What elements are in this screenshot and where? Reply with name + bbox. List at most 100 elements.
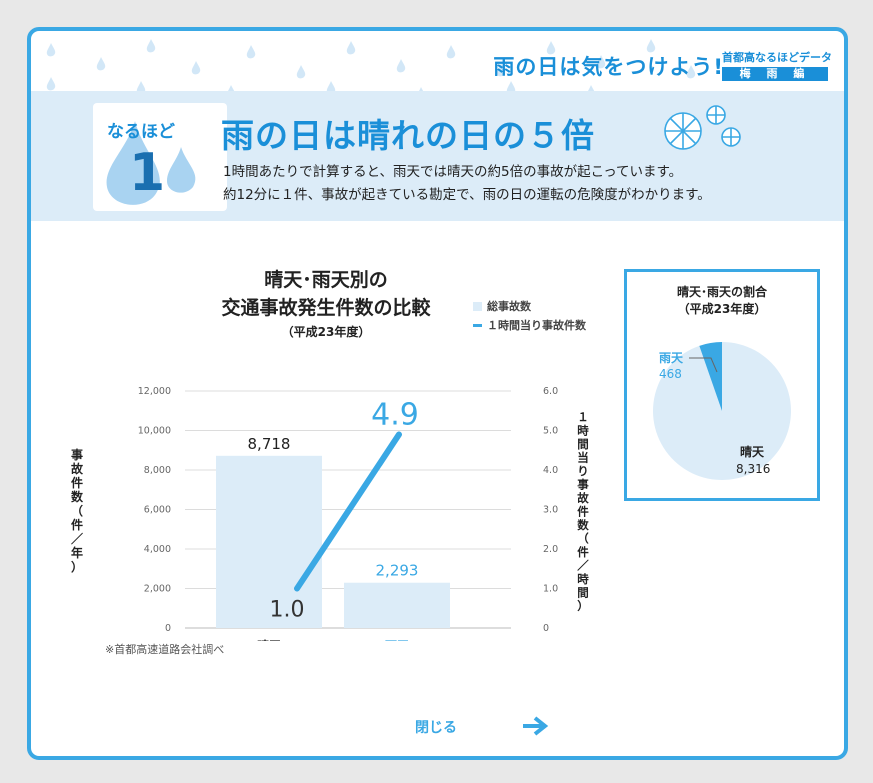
raindrop-icon xyxy=(446,45,456,59)
svg-text:数: 数 xyxy=(71,489,84,504)
legend-item-line: １時間当り事故件数 xyxy=(473,316,586,335)
y-tick-label: 4,000 xyxy=(144,544,171,555)
y-tick-label: 0 xyxy=(165,623,171,634)
series-line xyxy=(294,431,402,592)
svg-text:事: 事 xyxy=(71,447,83,462)
raindrop-icon xyxy=(191,61,201,75)
pie-slice xyxy=(699,342,722,411)
svg-text:時: 時 xyxy=(577,424,589,438)
series-name: 首都高なるほどデータ xyxy=(722,51,832,64)
pie-label: 晴天 xyxy=(740,444,765,459)
badge-label: なるほど xyxy=(107,122,175,142)
svg-text:故: 故 xyxy=(71,461,84,476)
description-line: 1時間あたりで計算すると、雨天では晴天の約5倍の事故が起こっています。 xyxy=(223,164,683,180)
y-tick-label: 12,000 xyxy=(138,386,171,397)
x-category-label: 晴天 xyxy=(257,638,282,641)
raindrop-icon xyxy=(686,65,696,79)
raindrop-icon xyxy=(496,63,506,77)
y-axis-label: 事故件数（件／年） xyxy=(71,447,84,574)
svg-text:故: 故 xyxy=(577,491,589,505)
pie-chart-panel: 晴天･雨天の割合 （平成23年度） 晴天 8,316 雨天 468 xyxy=(624,269,820,501)
chart-legend: 総事故数 １時間当り事故件数 xyxy=(473,297,586,335)
series-subtitle: 梅 雨 編 xyxy=(722,67,828,81)
legend-swatch-line xyxy=(473,324,482,327)
pie-value-label: 8,316 xyxy=(736,462,770,476)
raindrop-icon xyxy=(596,55,606,69)
bar-value-label: 8,718 xyxy=(248,435,291,453)
svg-text:年: 年 xyxy=(71,545,83,560)
pie-chart: 晴天 8,316 雨天 468 xyxy=(653,342,791,480)
chart-title-line: 交通事故発生件数の比較 xyxy=(221,297,431,319)
raindrop-icon xyxy=(146,39,156,53)
raindrop-icon xyxy=(46,43,56,57)
chart-title: 晴天･雨天別の 交通事故発生件数の比較 xyxy=(191,266,461,322)
svg-text:（: （ xyxy=(577,532,589,546)
bar-line-chart: 0 2,000 4,000 6,000 8,000 10,000 12,000 0 1.0 2.0… xyxy=(71,386,589,641)
arrow-right-icon[interactable] xyxy=(521,715,551,737)
svg-text:り: り xyxy=(577,464,589,478)
description-line: 約12分に１件、事故が起きている勘定で、雨の日の運転の危険度がわかります。 xyxy=(223,187,711,203)
page-header-title: 雨の日は気をつけよう! xyxy=(493,55,724,79)
close-button[interactable]: 閉じる xyxy=(415,720,457,736)
svg-text:数: 数 xyxy=(577,518,589,532)
svg-text:当: 当 xyxy=(577,451,589,465)
chart-title-line: 晴天･雨天別の xyxy=(264,269,388,291)
raindrop-icon xyxy=(96,57,106,71)
y2-tick-label: 6.0 xyxy=(543,386,558,397)
raindrop-icon xyxy=(296,65,306,79)
y2-tick-label: 2.0 xyxy=(543,544,558,555)
pie-title: 晴天･雨天の割合 （平成23年度） xyxy=(627,284,817,318)
svg-text:件: 件 xyxy=(71,517,83,532)
raindrop-icon xyxy=(46,77,56,91)
description: 1時間あたりで計算すると、雨天では晴天の約5倍の事故が起こっています。 約12分… xyxy=(223,161,711,207)
series-box: 首都高なるほどデータ 梅 雨 編 xyxy=(722,49,832,81)
y2-tick-label: 5.0 xyxy=(543,426,558,437)
legend-label: 総事故数 xyxy=(487,300,531,313)
y-tick-label: 10,000 xyxy=(138,426,171,437)
svg-text:）: ） xyxy=(577,599,589,613)
y-tick-label: 6,000 xyxy=(144,505,171,516)
bar xyxy=(344,582,450,628)
popup-frame: 雨の日は気をつけよう! 首都高なるほどデータ 梅 雨 編 なるほど 1 雨の日は… xyxy=(27,27,848,760)
svg-text:間: 間 xyxy=(577,437,589,451)
svg-text:／: ／ xyxy=(577,559,589,573)
badge-number: 1 xyxy=(129,143,166,203)
pie-title-line: 晴天･雨天の割合 xyxy=(676,285,767,299)
pie-leader-line xyxy=(689,357,718,373)
svg-text:）: ） xyxy=(71,559,83,574)
raindrop-icon xyxy=(106,121,196,205)
svg-text:件: 件 xyxy=(71,475,83,490)
raindrop-icon xyxy=(546,41,556,55)
bar xyxy=(216,455,322,628)
y2-tick-label: 0 xyxy=(543,623,549,634)
source-note: ※首都高速道路会社調べ xyxy=(105,643,225,656)
svg-text:間: 間 xyxy=(577,586,589,600)
y2-tick-label: 1.0 xyxy=(543,584,558,595)
y2-tick-label: 3.0 xyxy=(543,505,558,516)
pie-value-label: 468 xyxy=(659,367,682,381)
line-value-label: 4.9 xyxy=(371,397,419,432)
raindrop-icon xyxy=(396,59,406,73)
legend-swatch-bar xyxy=(473,302,482,311)
raindrop-icon xyxy=(646,39,656,53)
legend-label: １時間当り事故件数 xyxy=(487,319,586,332)
svg-text:／: ／ xyxy=(71,531,83,546)
y-tick-label: 2,000 xyxy=(144,584,171,595)
raindrop-icon xyxy=(246,45,256,59)
naruhodo-badge: なるほど 1 xyxy=(93,103,227,211)
line-value-label: 1.0 xyxy=(270,598,305,623)
raindrop-icon xyxy=(346,41,356,55)
svg-text:事: 事 xyxy=(577,478,589,492)
headline: 雨の日は晴れの日の５倍 xyxy=(221,116,595,155)
pie-label: 雨天 xyxy=(659,351,684,365)
svg-text:１: １ xyxy=(577,410,589,424)
bar-value-label: 2,293 xyxy=(376,562,419,580)
x-category-label: 雨天 xyxy=(385,639,410,641)
pie-title-line: （平成23年度） xyxy=(677,302,767,316)
chart-subtitle: （平成23年度） xyxy=(281,325,371,339)
y-tick-label: 8,000 xyxy=(144,465,171,476)
svg-text:（: （ xyxy=(71,503,83,518)
svg-text:件: 件 xyxy=(577,505,589,519)
y2-axis-label: １時間当り事故件数（件／時間） xyxy=(577,410,589,613)
y2-tick-label: 4.0 xyxy=(543,465,558,476)
